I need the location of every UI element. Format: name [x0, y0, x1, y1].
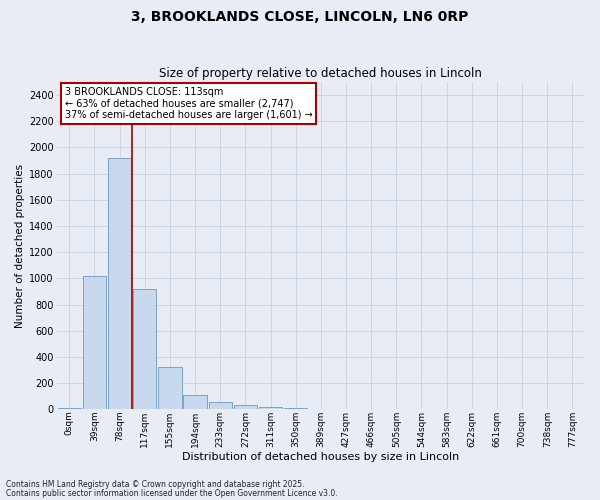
Bar — [83, 276, 106, 409]
Bar — [284, 408, 307, 409]
Text: 3, BROOKLANDS CLOSE, LINCOLN, LN6 0RP: 3, BROOKLANDS CLOSE, LINCOLN, LN6 0RP — [131, 10, 469, 24]
Text: 3 BROOKLANDS CLOSE: 113sqm
← 63% of detached houses are smaller (2,747)
37% of s: 3 BROOKLANDS CLOSE: 113sqm ← 63% of deta… — [65, 87, 313, 120]
Bar — [233, 406, 257, 409]
Text: Contains public sector information licensed under the Open Government Licence v3: Contains public sector information licen… — [6, 490, 338, 498]
Bar — [133, 289, 157, 409]
Bar — [58, 408, 81, 409]
X-axis label: Distribution of detached houses by size in Lincoln: Distribution of detached houses by size … — [182, 452, 460, 462]
Bar — [108, 158, 131, 409]
Text: Contains HM Land Registry data © Crown copyright and database right 2025.: Contains HM Land Registry data © Crown c… — [6, 480, 305, 489]
Bar — [184, 395, 207, 409]
Bar — [158, 368, 182, 409]
Bar — [259, 407, 282, 409]
Bar — [209, 402, 232, 409]
Y-axis label: Number of detached properties: Number of detached properties — [15, 164, 25, 328]
Title: Size of property relative to detached houses in Lincoln: Size of property relative to detached ho… — [160, 66, 482, 80]
